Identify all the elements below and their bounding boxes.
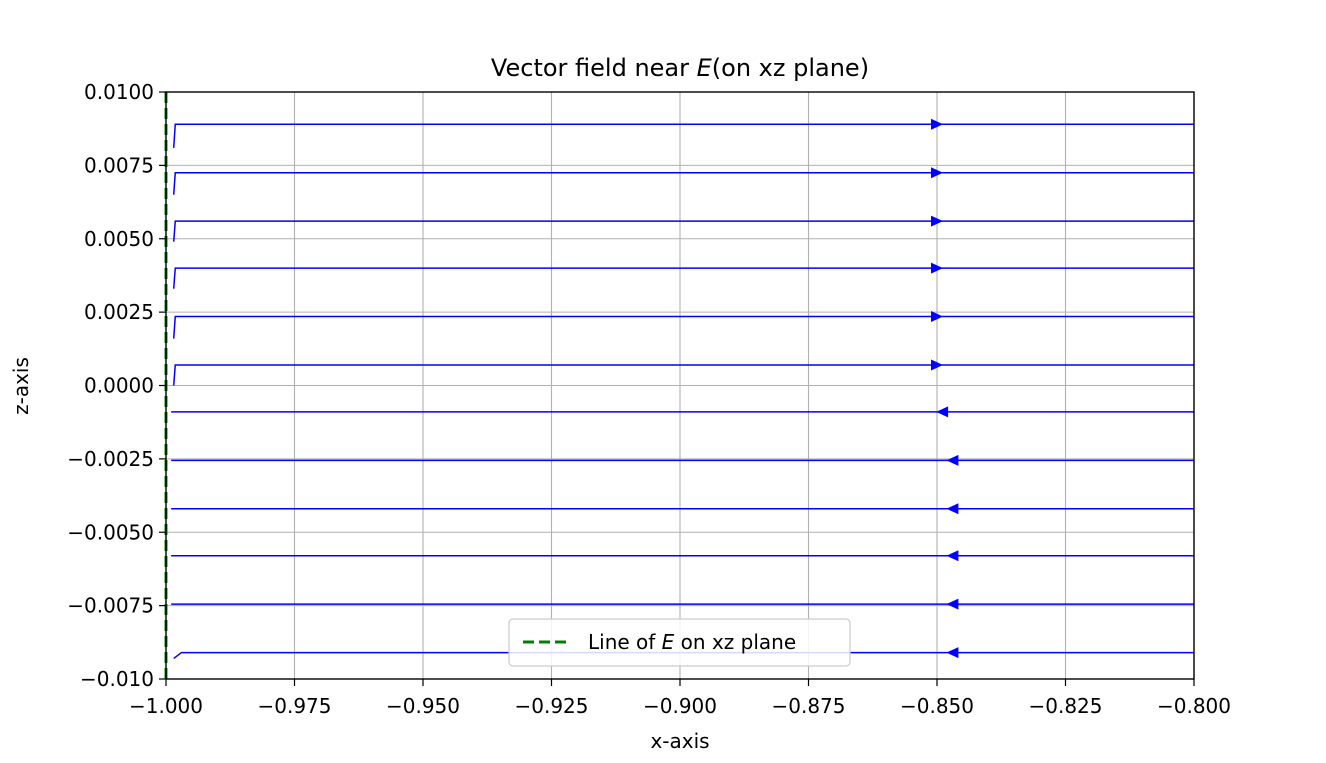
legend: Line of E on xz plane	[508, 618, 851, 667]
streamline-arrow	[931, 118, 943, 130]
streamline-arrow	[946, 550, 959, 562]
x-tick-label: −0.875	[771, 694, 845, 718]
y-axis-ticks: −0.010 −0.0075 −0.0050 −0.0025 0.0000 0.0025 0…	[67, 80, 166, 691]
y-tick-label: 0.0050	[84, 227, 154, 251]
x-tick-label: −0.800	[1157, 694, 1231, 718]
chart-title-symbol: E	[697, 54, 713, 82]
streamline-arrow	[946, 454, 959, 466]
streamline-arrow	[931, 262, 943, 274]
legend-label: Line of E on xz plane	[588, 630, 796, 654]
y-axis-label: z-axis	[9, 357, 33, 415]
streamline-arrow	[936, 406, 949, 418]
x-tick-label: −0.950	[386, 694, 460, 718]
x-tick-label: −0.900	[643, 694, 717, 718]
y-tick-label: −0.0050	[67, 520, 154, 544]
x-tick-label: −0.925	[514, 694, 588, 718]
streamline	[172, 267, 1194, 289]
streamline	[173, 651, 1194, 660]
x-tick-label: −0.975	[257, 694, 331, 718]
x-tick-label: −0.825	[1028, 694, 1102, 718]
legend-box	[508, 618, 851, 667]
x-axis-ticks: −1.000 −0.975 −0.950 −0.925 −0.900 −0.875 −0.8…	[129, 679, 1231, 718]
streamline-arrow	[931, 311, 943, 323]
streamlines	[171, 118, 1194, 660]
chart-title-suffix: (on xz plane)	[712, 54, 869, 82]
x-tick-label: −0.850	[900, 694, 974, 718]
legend-label-symbol: E	[662, 630, 675, 654]
chart-title: Vector field near E(on xz plane)	[491, 54, 869, 82]
y-tick-label: 0.0075	[84, 153, 154, 177]
legend-label-prefix: Line of	[588, 630, 662, 654]
y-tick-label: 0.0000	[84, 374, 154, 398]
y-tick-label: 0.0025	[84, 300, 154, 324]
streamline	[172, 171, 1194, 195]
chart-title-prefix: Vector field near	[491, 54, 697, 82]
streamline-arrow	[946, 598, 959, 610]
x-tick-label: −1.000	[129, 694, 203, 718]
y-tick-label: 0.0100	[84, 80, 154, 104]
streamline	[172, 123, 1194, 148]
streamline-arrow	[946, 647, 959, 659]
streamline	[172, 315, 1194, 339]
y-tick-label: −0.010	[80, 667, 154, 691]
streamline-arrow	[931, 215, 943, 227]
streamline-arrow	[931, 359, 943, 371]
streamline	[172, 364, 1194, 386]
x-axis-label: x-axis	[650, 729, 709, 753]
streamline	[172, 220, 1194, 242]
y-tick-label: −0.0025	[67, 447, 154, 471]
streamline-arrow	[931, 167, 943, 179]
streamline-arrow	[946, 503, 959, 515]
legend-label-suffix: on xz plane	[674, 630, 796, 654]
y-tick-label: −0.0075	[67, 594, 154, 618]
